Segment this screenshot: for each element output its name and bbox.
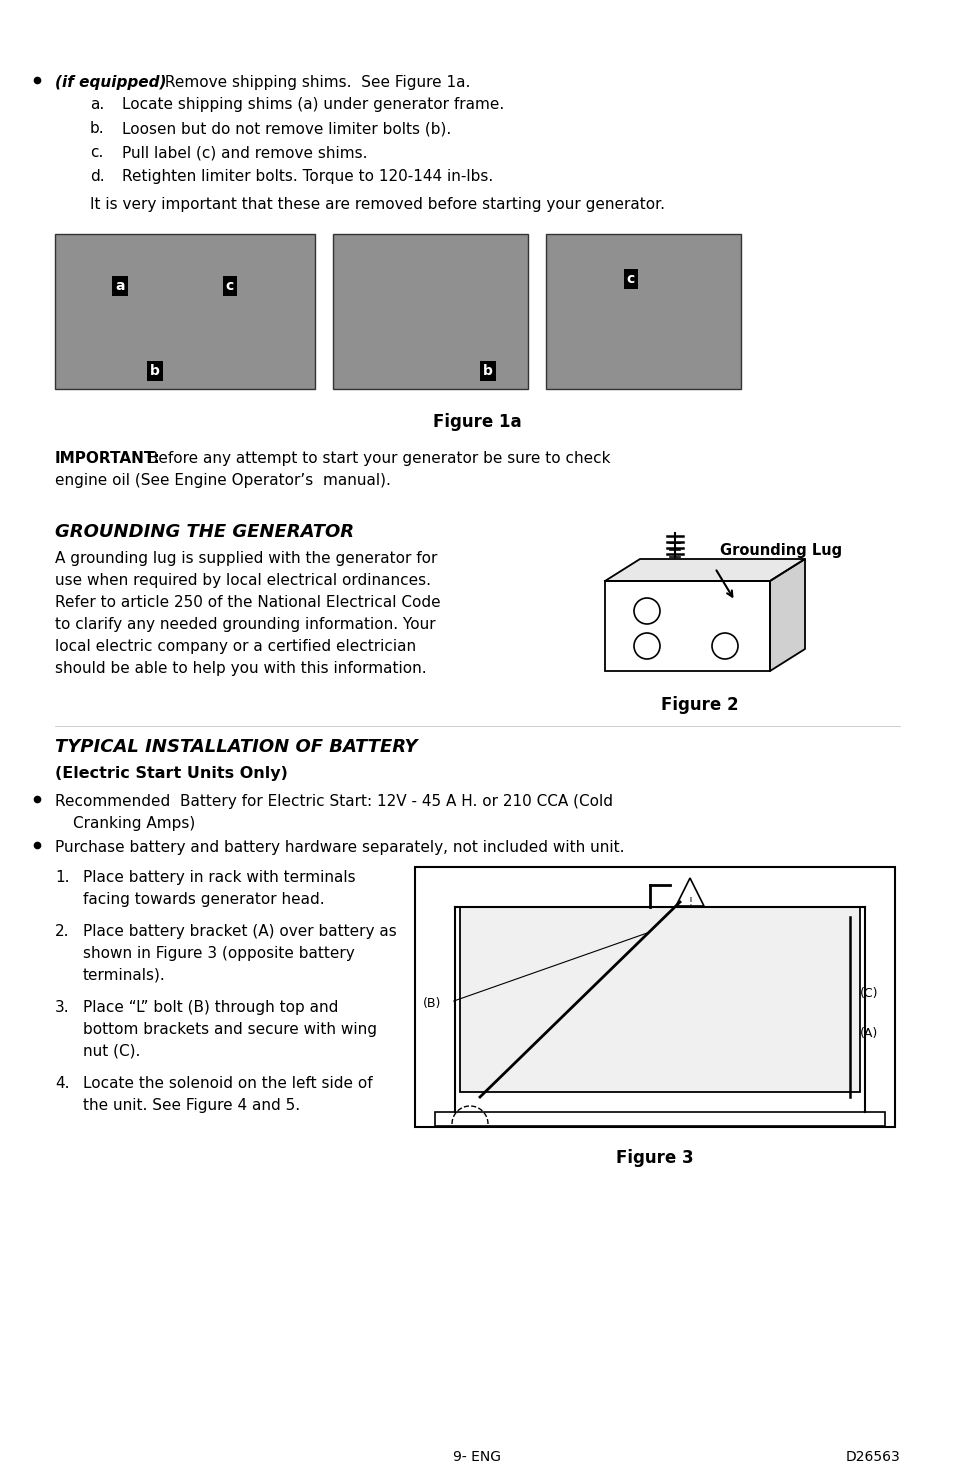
Text: Place “L” bolt (B) through top and: Place “L” bolt (B) through top and (83, 1000, 338, 1015)
Text: shown in Figure 3 (opposite battery: shown in Figure 3 (opposite battery (83, 945, 355, 962)
Text: 3.: 3. (55, 1000, 70, 1015)
Text: Retighten limiter bolts. Torque to 120-144 in-lbs.: Retighten limiter bolts. Torque to 120-1… (122, 170, 493, 184)
Text: b.: b. (90, 121, 105, 136)
Bar (545, 235, 740, 389)
Text: c: c (226, 279, 233, 294)
Text: to clarify any needed grounding information. Your: to clarify any needed grounding informat… (55, 617, 436, 631)
Text: Before any attempt to start your generator be sure to check: Before any attempt to start your generat… (143, 451, 610, 466)
Text: Place battery bracket (A) over battery as: Place battery bracket (A) over battery a… (83, 923, 396, 940)
Text: (Electric Start Units Only): (Electric Start Units Only) (55, 766, 288, 780)
Text: d.: d. (90, 170, 105, 184)
Text: Pull label (c) and remove shims.: Pull label (c) and remove shims. (122, 145, 367, 159)
Text: Figure 3: Figure 3 (616, 1149, 693, 1167)
Circle shape (711, 633, 738, 659)
Bar (415, 867, 894, 1127)
Text: (C): (C) (859, 987, 878, 1000)
Text: 9- ENG: 9- ENG (453, 1450, 500, 1465)
Text: Cranking Amps): Cranking Amps) (73, 816, 195, 830)
Text: Place battery in rack with terminals: Place battery in rack with terminals (83, 870, 355, 885)
Text: Loosen but do not remove limiter bolts (b).: Loosen but do not remove limiter bolts (… (122, 121, 451, 136)
Text: Figure 1a: Figure 1a (433, 413, 520, 431)
Text: a: a (115, 279, 125, 294)
Text: the unit. See Figure 4 and 5.: the unit. See Figure 4 and 5. (83, 1097, 300, 1114)
Circle shape (634, 633, 659, 659)
Text: terminals).: terminals). (83, 968, 166, 982)
Polygon shape (769, 559, 804, 671)
Text: local electric company or a certified electrician: local electric company or a certified el… (55, 639, 416, 653)
Circle shape (634, 597, 659, 624)
Text: nut (C).: nut (C). (83, 1044, 140, 1059)
Text: GROUNDING THE GENERATOR: GROUNDING THE GENERATOR (55, 524, 354, 541)
Text: engine oil (See Engine Operator’s  manual).: engine oil (See Engine Operator’s manual… (55, 473, 391, 488)
Polygon shape (676, 878, 703, 906)
Text: TYPICAL INSTALLATION OF BATTERY: TYPICAL INSTALLATION OF BATTERY (55, 738, 417, 757)
Text: b: b (150, 364, 160, 378)
Text: a.: a. (90, 97, 104, 112)
Text: (B): (B) (422, 997, 441, 1010)
Text: facing towards generator head.: facing towards generator head. (83, 892, 324, 907)
Text: Locate the solenoid on the left side of: Locate the solenoid on the left side of (83, 1075, 373, 1091)
Text: 1.: 1. (55, 870, 70, 885)
Text: Figure 2: Figure 2 (660, 696, 738, 714)
Polygon shape (604, 559, 804, 581)
Text: Purchase battery and battery hardware separately, not included with unit.: Purchase battery and battery hardware se… (55, 839, 624, 856)
Text: b: b (482, 364, 493, 378)
Bar (604, 581, 769, 671)
Text: (A): (A) (859, 1027, 878, 1040)
Text: should be able to help you with this information.: should be able to help you with this inf… (55, 661, 426, 676)
Text: c: c (626, 271, 635, 286)
Text: c.: c. (90, 145, 103, 159)
Text: A grounding lug is supplied with the generator for: A grounding lug is supplied with the gen… (55, 552, 436, 566)
Bar (333, 235, 527, 389)
Text: bottom brackets and secure with wing: bottom brackets and secure with wing (83, 1022, 376, 1037)
Text: !: ! (687, 897, 691, 907)
Text: D26563: D26563 (844, 1450, 899, 1465)
Text: Recommended  Battery for Electric Start: 12V - 45 A H. or 210 CCA (Cold: Recommended Battery for Electric Start: … (55, 794, 613, 808)
Text: (if equipped): (if equipped) (55, 75, 167, 90)
Text: 4.: 4. (55, 1075, 70, 1091)
Text: 2.: 2. (55, 923, 70, 940)
Bar (459, 907, 859, 1092)
Text: use when required by local electrical ordinances.: use when required by local electrical or… (55, 572, 431, 589)
Bar (55, 235, 314, 389)
Text: IMPORTANT:: IMPORTANT: (55, 451, 161, 466)
Text: Locate shipping shims (a) under generator frame.: Locate shipping shims (a) under generato… (122, 97, 504, 112)
Text: Remove shipping shims.  See Figure 1a.: Remove shipping shims. See Figure 1a. (160, 75, 470, 90)
Text: It is very important that these are removed before starting your generator.: It is very important that these are remo… (90, 198, 664, 212)
Text: Refer to article 250 of the National Electrical Code: Refer to article 250 of the National Ele… (55, 594, 440, 611)
Bar (435, 1112, 884, 1125)
Text: Grounding Lug: Grounding Lug (720, 543, 841, 558)
